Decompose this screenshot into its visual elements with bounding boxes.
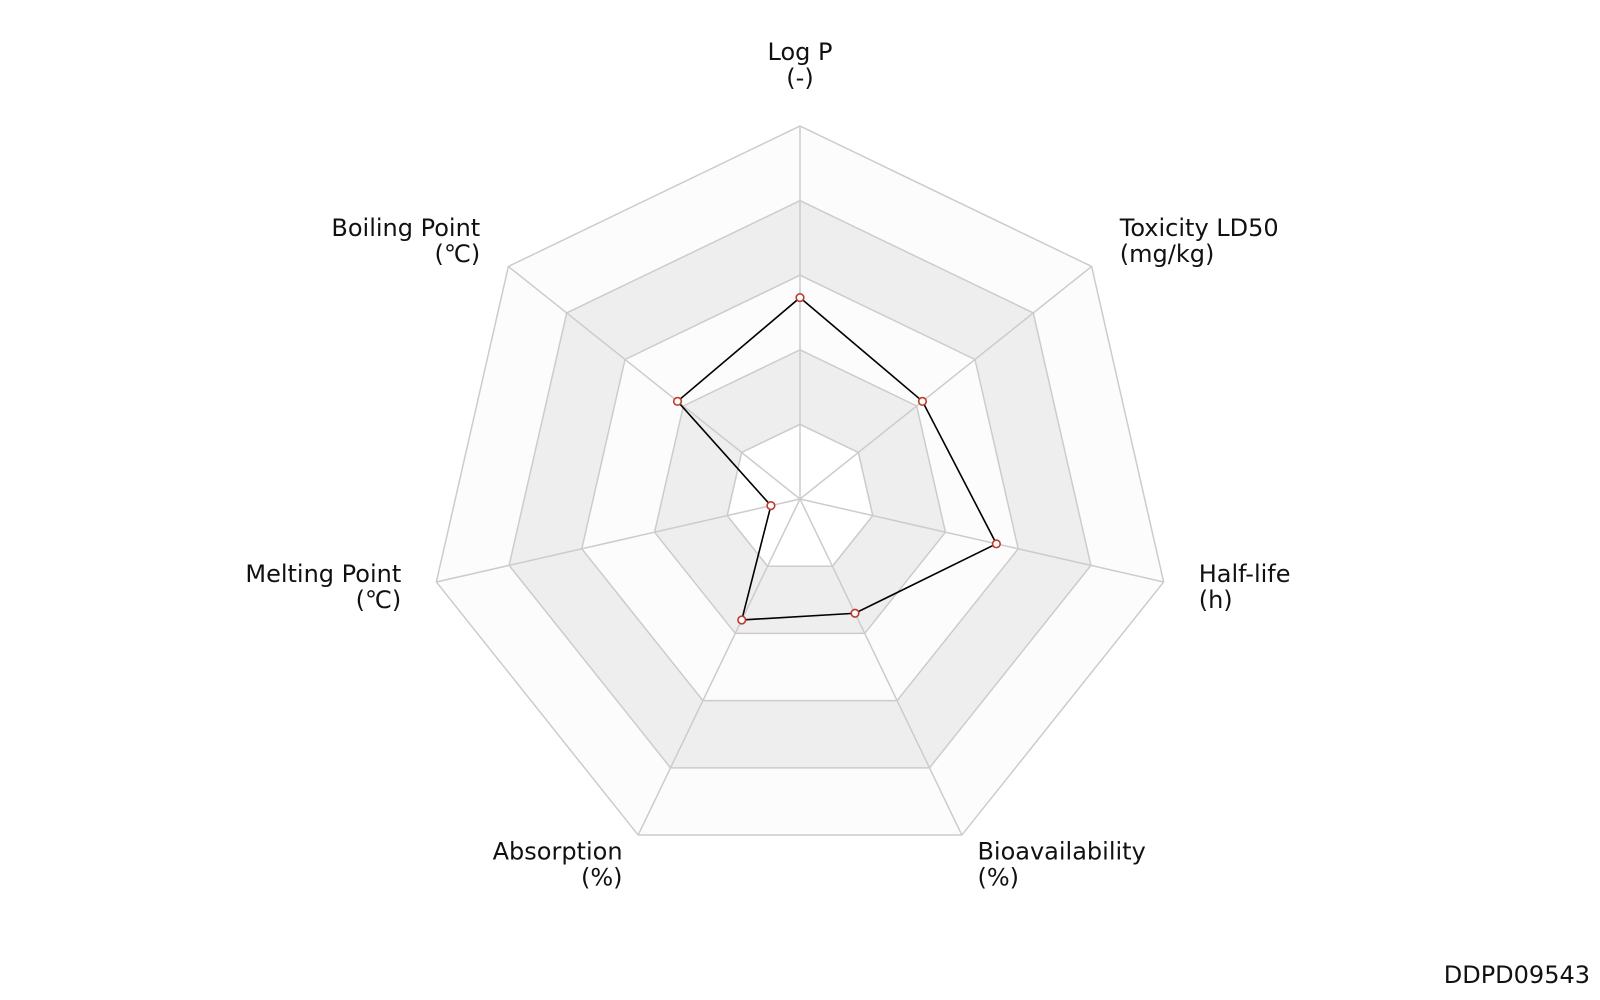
axis-label: Melting Point [245,560,401,588]
data-point [991,539,1001,549]
axis-spoke [436,498,801,583]
axis-unit: (h) [1199,586,1233,614]
axis-label: Toxicity LD50 [1119,214,1279,242]
axis-spoke [799,498,963,836]
axis-label: Log P [768,38,833,66]
axis-spoke [799,265,1093,500]
axis-unit: (℃) [435,240,481,268]
axis-label: Half-life [1199,560,1291,588]
data-point [917,396,928,406]
data-point [795,292,805,303]
data-point [737,615,747,625]
axis-spoke [799,498,1164,583]
axis-label: Bioavailability [977,837,1145,865]
axis-spoke [637,498,801,836]
axis-unit: (%) [977,863,1019,891]
data-point [850,608,860,618]
axis-label: Absorption [493,837,623,865]
data-line [676,296,998,621]
data-point [766,501,776,511]
data-point [672,396,683,406]
axis-unit: (℃) [356,586,402,614]
axis-label: Boiling Point [331,214,480,242]
axis-unit: (mg/kg) [1120,240,1215,268]
axis-spoke [507,265,801,500]
footer-id: DDPD09543 [1444,961,1590,989]
axis-unit: (%) [581,863,623,891]
axis-unit: (-) [786,64,813,92]
